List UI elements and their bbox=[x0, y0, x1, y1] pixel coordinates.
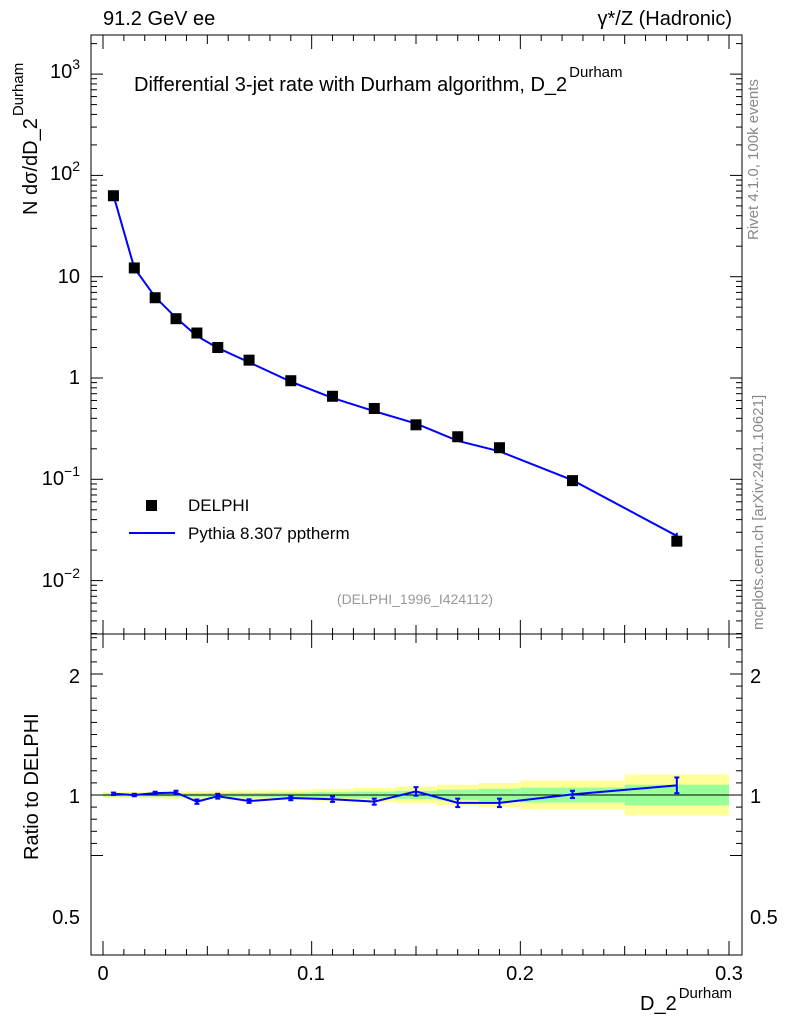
ratio-y-tick-label-0.5-right: 0.5 bbox=[750, 907, 778, 929]
data-marker bbox=[493, 442, 505, 454]
main-axis-ticks bbox=[91, 35, 742, 635]
ratio-y-tick-label-0.5-left: 0.5 bbox=[52, 907, 80, 929]
ratio-y-tick-label-2-right: 2 bbox=[750, 666, 761, 688]
svg-text:Ratio to DELPHI: Ratio to DELPHI bbox=[21, 713, 43, 860]
data-marker bbox=[567, 475, 578, 487]
main-y-tick-label-10: 10 bbox=[58, 266, 80, 288]
main-y-tick-label-1e3: 103 bbox=[50, 56, 80, 83]
main-y-tick-label-1e-1: 10−1 bbox=[42, 463, 80, 490]
data-marker bbox=[243, 354, 255, 366]
data-marker bbox=[170, 313, 182, 325]
main-y-tick-label-1e-2: 10−2 bbox=[42, 565, 80, 592]
x-tick-label-0.2: 0.2 bbox=[506, 963, 534, 985]
ratio-y-tick-label-1-right: 1 bbox=[750, 786, 761, 808]
x-axis-label: D_2 Durham bbox=[640, 985, 732, 1015]
main-y-tick-label-1e2: 102 bbox=[50, 158, 80, 185]
data-markers bbox=[107, 190, 683, 547]
data-marker bbox=[128, 262, 140, 274]
data-marker bbox=[191, 327, 203, 339]
x-tick-label-0.1: 0.1 bbox=[297, 963, 325, 985]
data-marker bbox=[368, 402, 380, 414]
legend-data-marker bbox=[146, 500, 157, 511]
data-marker bbox=[671, 535, 683, 547]
data-marker bbox=[285, 375, 297, 387]
ratio-y-tick-label-2-left: 2 bbox=[69, 666, 80, 688]
x-tick-label-0: 0 bbox=[97, 963, 108, 985]
svg-text:N dσ/dD_2Durham: N dσ/dD_2Durham bbox=[10, 63, 42, 215]
main-frame bbox=[90, 34, 743, 635]
analysis-watermark: (DELPHI_1996_I424112) bbox=[337, 591, 493, 607]
x-tick-label-0.3: 0.3 bbox=[715, 963, 743, 985]
data-marker bbox=[149, 292, 161, 304]
energy-label: 91.2 GeV ee bbox=[103, 8, 216, 30]
data-marker bbox=[327, 390, 339, 402]
mc-series-line bbox=[112, 194, 678, 540]
ratio-series-line bbox=[110, 776, 680, 809]
data-marker bbox=[212, 342, 224, 354]
ratio-axis-ticks bbox=[91, 634, 742, 955]
legend-mc-label: Pythia 8.307 pptherm bbox=[188, 524, 350, 543]
legend-data-label: DELPHI bbox=[188, 496, 249, 515]
main-y-tick-label-1: 1 bbox=[69, 367, 80, 389]
legend: DELPHI Pythia 8.307 pptherm bbox=[129, 496, 350, 543]
data-marker bbox=[410, 419, 422, 431]
main-y-axis-label: N dσ/dD_2Durham bbox=[10, 63, 42, 215]
main-plot-title: Differential 3-jet rate with Durham algo… bbox=[134, 64, 623, 96]
data-marker bbox=[107, 190, 119, 202]
ratio-y-tick-label-1-left: 1 bbox=[69, 786, 80, 808]
ratio-y-axis-label: Ratio to DELPHI bbox=[21, 713, 43, 860]
mc-polyline bbox=[112, 194, 678, 537]
process-label: γ*/Z (Hadronic) bbox=[597, 8, 732, 30]
data-marker bbox=[452, 431, 464, 443]
